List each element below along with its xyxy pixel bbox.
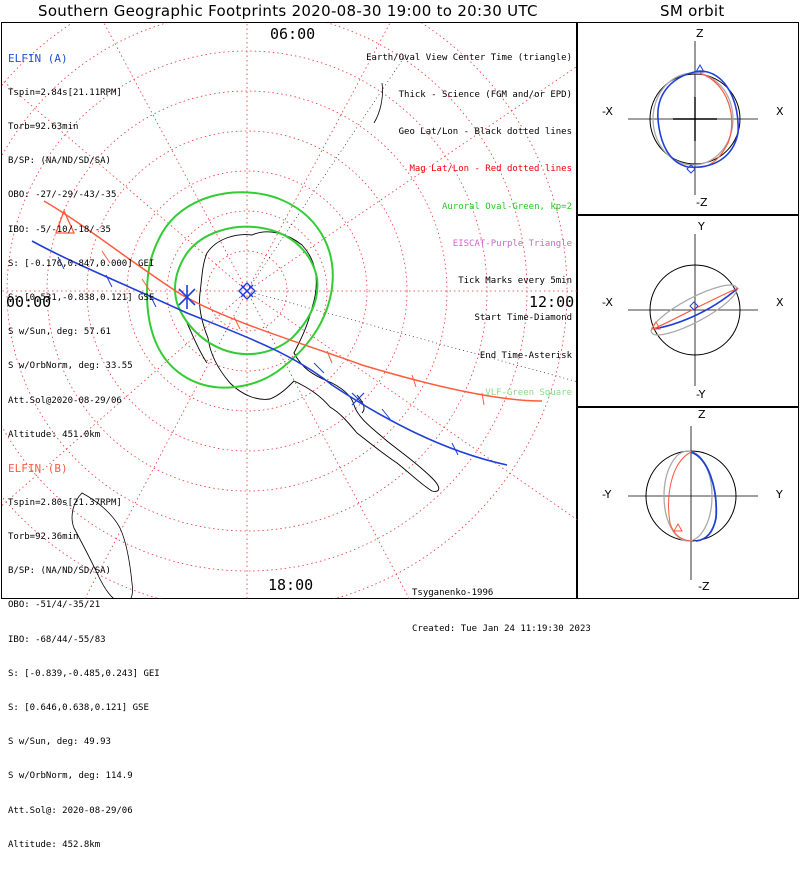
orbit-panel-yz: Z -Z -Y Y xyxy=(577,407,799,599)
elfin-a-asterisk xyxy=(178,285,196,309)
elfin-b-info: ELFIN (B) Tspin=2.80s[21.37RPM] Torb=92.… xyxy=(8,439,160,874)
elfin-b-line: S: [-0.839,-0.485,0.243] GEI xyxy=(8,668,160,679)
legend-item: Geo Lat/Lon - Black dotted lines xyxy=(398,127,572,138)
elfin-a-line: S: [0.531,-0.838,0.121] GSE xyxy=(8,292,155,303)
elfin-a-line: OBO: -27/-29/-43/-35 xyxy=(8,190,117,201)
mlt-label-left: 00:00 xyxy=(6,293,52,311)
elfin-b-line: OBO: -51/4/-35/21 xyxy=(8,600,101,611)
legend: Earth/Oval View Center Time (triangle) T… xyxy=(366,27,572,424)
main-title: Southern Geographic Footprints 2020-08-3… xyxy=(38,2,538,20)
axis-label-bottom: -Y xyxy=(696,388,706,401)
center-diamond xyxy=(238,282,256,300)
elfin-b-ticks xyxy=(101,250,485,406)
elfin-a-line: IBO: -5/-10/-18/-35 xyxy=(8,224,111,235)
elfin-a-line: B/SP: (NA/ND/SD/SA) xyxy=(8,156,111,167)
legend-item: Tick Marks every 5min xyxy=(458,276,572,287)
elfin-a-name: ELFIN (A) xyxy=(8,51,68,65)
elfin-b-view-triangle xyxy=(55,209,76,234)
elfin-a-line: Altitude: 451.0km xyxy=(8,429,101,440)
footprint-map-panel: ELFIN (A) Tspin=2.84s[21.11RPM] Torb=92.… xyxy=(1,22,591,850)
axis-label-top: Z xyxy=(698,408,706,421)
axis-label-top: Z xyxy=(696,27,704,40)
axis-label-bottom: -Z xyxy=(696,196,708,209)
elfin-b-track xyxy=(43,200,543,402)
elfin-b-line: Att.Sol@: 2020-08-29/06 xyxy=(8,805,133,816)
legend-item: Mag Lat/Lon - Red dotted lines xyxy=(409,164,572,175)
axis-label-top: Y xyxy=(698,220,705,233)
legend-item: VLF-Green Square xyxy=(485,387,572,398)
legend-item: Earth/Oval View Center Time (triangle) xyxy=(366,52,572,63)
elfin-b-line: Tspin=2.80s[21.37RPM] xyxy=(8,497,122,508)
footprint-map xyxy=(2,23,577,599)
orbit-panel-xy: Y -Y -X X xyxy=(577,215,799,407)
south-america-coastline xyxy=(71,82,383,599)
elfin-a-line: Att.Sol@2020-08-29/06 xyxy=(8,395,122,406)
elfin-a-track xyxy=(31,240,508,466)
orbit-panel-xz: Z -Z -X X xyxy=(577,22,799,215)
elfin-a-line: Torb=92.63min xyxy=(8,121,79,132)
elfin-b-line: Torb=92.36min xyxy=(8,531,79,542)
legend-item: Thick - Science (FGM and/or EPD) xyxy=(398,90,572,101)
elfin-a-line: Tspin=2.84s[21.11RPM] xyxy=(8,87,122,98)
legend-item: End Time-Asterisk xyxy=(479,350,572,361)
credit: Tsyganenko-1996 Created: Tue Jan 24 11:1… xyxy=(412,563,591,659)
elfin-a-line: S: [-0.176,0.847,0.000] GEI xyxy=(8,258,155,269)
mlt-label-right: 12:00 xyxy=(529,293,575,311)
orbit-plot-yz xyxy=(628,426,758,580)
orbit-plot-xy xyxy=(628,234,758,386)
orbit-plot-xz xyxy=(628,41,758,195)
axis-label-bottom: -Z xyxy=(698,580,710,593)
legend-item: EISCAT-Purple Triangle xyxy=(452,238,572,249)
axis-label-left: -Y xyxy=(602,488,612,501)
auroral-oval xyxy=(145,191,334,389)
legend-item: Start Time-Diamond xyxy=(474,313,572,324)
legend-item: Auroral Oval-Green, kp=2 xyxy=(441,201,572,212)
elfin-b-name: ELFIN (B) xyxy=(8,461,68,475)
elfin-a-info: ELFIN (A) Tspin=2.84s[21.11RPM] Torb=92.… xyxy=(8,29,154,464)
axis-label-right: X xyxy=(776,105,784,118)
elfin-a-line: S w/Sun, deg: 57.61 xyxy=(8,327,111,338)
sm-orbit-title: SM orbit xyxy=(660,2,725,20)
elfin-b-line: IBO: -68/44/-55/83 xyxy=(8,634,106,645)
elfin-b-line: Altitude: 452.8km xyxy=(8,839,101,850)
elfin-a-line: S w/OrbNorm, deg: 33.55 xyxy=(8,361,133,372)
elfin-b-line: B/SP: (NA/ND/SD/SA) xyxy=(8,566,111,577)
axis-label-left: -X xyxy=(602,296,613,309)
axis-label-right: X xyxy=(776,296,784,309)
mlt-label-bottom: 18:00 xyxy=(268,576,314,594)
end-asterisk xyxy=(351,392,365,406)
mag-lon-lines xyxy=(2,23,577,599)
created-timestamp: Created: Tue Jan 24 11:19:30 2023 xyxy=(412,624,591,634)
elfin-b-line: S w/Sun, deg: 49.93 xyxy=(8,737,111,748)
model-credit: Tsyganenko-1996 xyxy=(412,588,494,598)
elfin-b-line: S: [0.646,0.638,0.121] GSE xyxy=(8,702,149,713)
axis-label-right: Y xyxy=(776,488,783,501)
axis-label-left: -X xyxy=(602,105,613,118)
elfin-b-line: S w/OrbNorm, deg: 114.9 xyxy=(8,771,133,782)
elfin-a-ticks xyxy=(57,256,459,456)
mlt-label-top: 06:00 xyxy=(270,25,316,43)
